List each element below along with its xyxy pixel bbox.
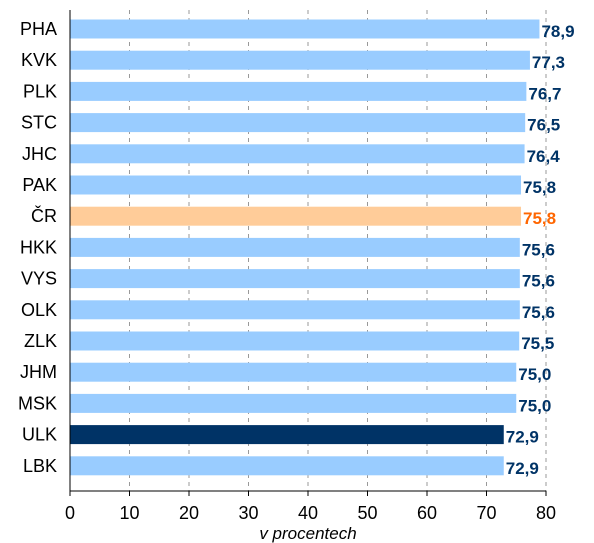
value-label: 78,9 (541, 22, 574, 41)
category-label: STC (21, 113, 57, 133)
category-label: VYS (21, 269, 57, 289)
category-label: KVK (21, 50, 57, 70)
value-label: 76,7 (528, 84, 561, 103)
bar-pha (70, 19, 540, 39)
x-tick-label: 70 (476, 503, 496, 523)
value-label: 77,3 (532, 53, 565, 72)
bar-pak (70, 175, 522, 195)
value-label: 75,0 (518, 365, 551, 384)
bar-čr (70, 206, 522, 226)
value-label: 75,6 (522, 303, 555, 322)
bar-msk (70, 393, 517, 413)
x-tick-label: 40 (298, 503, 318, 523)
category-label: HKK (20, 237, 57, 257)
x-tick-label: 10 (119, 503, 139, 523)
x-tick-label: 50 (357, 503, 377, 523)
value-label: 75,8 (523, 178, 556, 197)
value-label: 75,5 (521, 334, 554, 353)
bar-ulk (70, 425, 504, 445)
bar-zlk (70, 331, 520, 351)
bar-plk (70, 81, 527, 101)
value-label: 75,6 (522, 240, 555, 259)
bar-lbk (70, 456, 504, 476)
x-tick-label: 80 (536, 503, 556, 523)
value-label: 76,4 (527, 147, 561, 166)
x-axis-title: v procentech (259, 524, 356, 543)
x-tick-label: 60 (417, 503, 437, 523)
category-label: LBK (23, 456, 57, 476)
value-label: 75,6 (522, 272, 555, 291)
x-tick-label: 30 (238, 503, 258, 523)
category-label: ČR (31, 205, 57, 226)
category-label: PHA (20, 19, 57, 39)
value-label: 72,9 (506, 459, 539, 478)
bar-stc (70, 113, 526, 133)
bar-kvk (70, 50, 530, 70)
bar-olk (70, 300, 520, 320)
bar-jhc (70, 144, 525, 164)
category-label: PAK (22, 175, 57, 195)
category-label: PLK (23, 81, 57, 101)
value-label: 75,8 (523, 209, 556, 228)
bar-hkk (70, 237, 520, 257)
bar-jhm (70, 362, 517, 382)
category-label: OLK (21, 300, 57, 320)
x-tick-label: 20 (179, 503, 199, 523)
category-label: ZLK (24, 331, 57, 351)
value-label: 72,9 (506, 428, 539, 447)
category-label: JHC (22, 144, 57, 164)
category-label: MSK (18, 393, 57, 413)
category-label: ULK (22, 425, 57, 445)
value-label: 76,5 (527, 116, 560, 135)
category-label: JHM (20, 362, 57, 382)
value-label: 75,0 (518, 396, 551, 415)
x-tick-label: 0 (65, 503, 75, 523)
bar-vys (70, 269, 520, 289)
